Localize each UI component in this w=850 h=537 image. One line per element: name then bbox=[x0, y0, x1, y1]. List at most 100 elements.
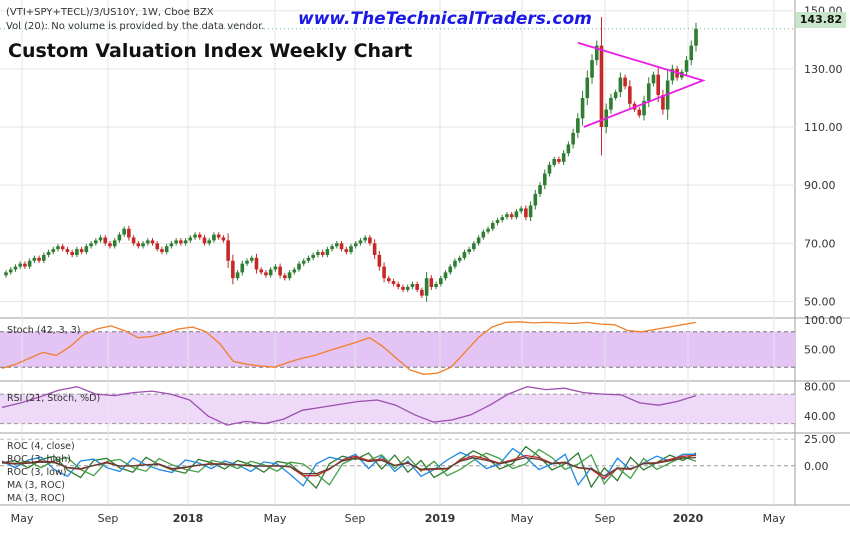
candle-body bbox=[401, 286, 405, 290]
candle-body bbox=[594, 45, 599, 61]
candle-body bbox=[358, 240, 363, 244]
candle-body bbox=[174, 240, 178, 244]
x-tick-label: Sep bbox=[345, 512, 366, 525]
candle-body bbox=[65, 249, 70, 253]
candle-body bbox=[453, 260, 457, 267]
candle-body bbox=[297, 263, 301, 270]
candle-body bbox=[472, 243, 476, 250]
price-tick-label: 50.00 bbox=[804, 295, 836, 308]
candle-body bbox=[150, 240, 155, 244]
candle-body bbox=[212, 234, 216, 241]
x-tick-label: May bbox=[511, 512, 534, 525]
rsi-panel-label: RSI (21, Stoch, %D) bbox=[7, 393, 101, 404]
candle-body bbox=[268, 269, 273, 276]
stoch-panel-label: Stoch (42, 3, 3) bbox=[7, 325, 81, 336]
candle-body bbox=[486, 228, 490, 232]
candle-body bbox=[169, 243, 174, 247]
candle-body bbox=[235, 272, 240, 279]
candle-body bbox=[254, 257, 259, 270]
candle-body bbox=[131, 237, 136, 244]
candle-body bbox=[396, 284, 401, 287]
candle-body bbox=[306, 257, 311, 261]
candle-body bbox=[424, 278, 429, 296]
candle-body bbox=[476, 237, 481, 244]
candle-body bbox=[79, 249, 84, 253]
candle-body bbox=[420, 289, 424, 296]
candle-body bbox=[590, 60, 594, 78]
candle-body bbox=[542, 173, 547, 186]
candle-body bbox=[538, 185, 542, 194]
candle-body bbox=[368, 237, 372, 244]
volume-note: Vol (20): No volume is provided by the d… bbox=[6, 21, 265, 32]
candle-body bbox=[415, 284, 419, 290]
candle-body bbox=[311, 254, 315, 258]
candle-body bbox=[519, 208, 523, 212]
candle-body bbox=[164, 246, 169, 253]
price-tick-label: 110.00 bbox=[804, 121, 843, 134]
stoch-line bbox=[1, 321, 697, 375]
candle-body bbox=[623, 77, 627, 87]
rsi-tick-label: 40.00 bbox=[804, 410, 836, 423]
candle-body bbox=[571, 132, 575, 145]
candle-body bbox=[320, 252, 325, 255]
candle-body bbox=[325, 249, 330, 255]
candle-body bbox=[429, 278, 434, 287]
candle-body bbox=[500, 217, 505, 221]
candle-body bbox=[457, 257, 462, 261]
candle-body bbox=[372, 243, 377, 255]
candle-body bbox=[42, 254, 46, 261]
candle-body bbox=[60, 246, 65, 250]
candle-body bbox=[221, 237, 226, 241]
triangle-drawing bbox=[577, 41, 706, 128]
x-tick-label: 2019 bbox=[425, 512, 456, 525]
candle-body bbox=[93, 240, 98, 244]
candle-body bbox=[353, 243, 358, 247]
candle-body bbox=[576, 118, 580, 133]
stoch-band bbox=[0, 331, 795, 368]
candle-body bbox=[84, 246, 89, 253]
candle-body bbox=[179, 240, 183, 244]
candle-body bbox=[609, 97, 613, 110]
candle-body bbox=[405, 286, 410, 290]
price-tick-label: 130.00 bbox=[804, 63, 843, 76]
candle-body bbox=[349, 246, 353, 253]
candle-body bbox=[301, 260, 306, 264]
candle-body bbox=[264, 272, 268, 276]
candle-body bbox=[207, 240, 212, 244]
candle-body bbox=[547, 164, 552, 174]
roc-label-3: ROC (3, low) bbox=[7, 467, 67, 478]
candle-body bbox=[283, 275, 287, 279]
candle-body bbox=[330, 246, 334, 250]
candle-body bbox=[98, 237, 103, 241]
candle-body bbox=[448, 266, 453, 273]
candle-body bbox=[278, 266, 282, 276]
candle-body bbox=[524, 208, 528, 218]
candle-body bbox=[646, 83, 651, 101]
candle-body bbox=[122, 228, 126, 235]
candle-body bbox=[661, 95, 665, 110]
candle-body bbox=[528, 205, 533, 218]
candle-body bbox=[670, 68, 675, 81]
rsi-tick-label: 80.00 bbox=[804, 381, 836, 394]
candle-body bbox=[292, 269, 297, 273]
roc-tick-label: 0.00 bbox=[804, 460, 829, 473]
candle-body bbox=[287, 272, 292, 279]
candle-body bbox=[684, 60, 689, 72]
candle-body bbox=[363, 237, 367, 241]
candle-body bbox=[231, 260, 235, 279]
candle-body bbox=[8, 269, 13, 273]
candle-body bbox=[335, 243, 339, 247]
candle-body bbox=[127, 228, 131, 238]
candle-body bbox=[462, 252, 467, 258]
rsi-line bbox=[1, 386, 697, 426]
symbol-line: (VTI+SPY+TECL)/3/US10Y, 1W, Cboe BZX bbox=[6, 7, 214, 18]
candle-body bbox=[410, 284, 415, 287]
candle-body bbox=[70, 252, 74, 255]
x-tick-label: 2018 bbox=[173, 512, 204, 525]
x-tick-label: Sep bbox=[98, 512, 119, 525]
candle-body bbox=[273, 266, 278, 270]
candle-body bbox=[27, 260, 32, 267]
candle-body bbox=[89, 243, 93, 247]
candle-body bbox=[490, 222, 495, 229]
candle-body bbox=[13, 266, 18, 270]
